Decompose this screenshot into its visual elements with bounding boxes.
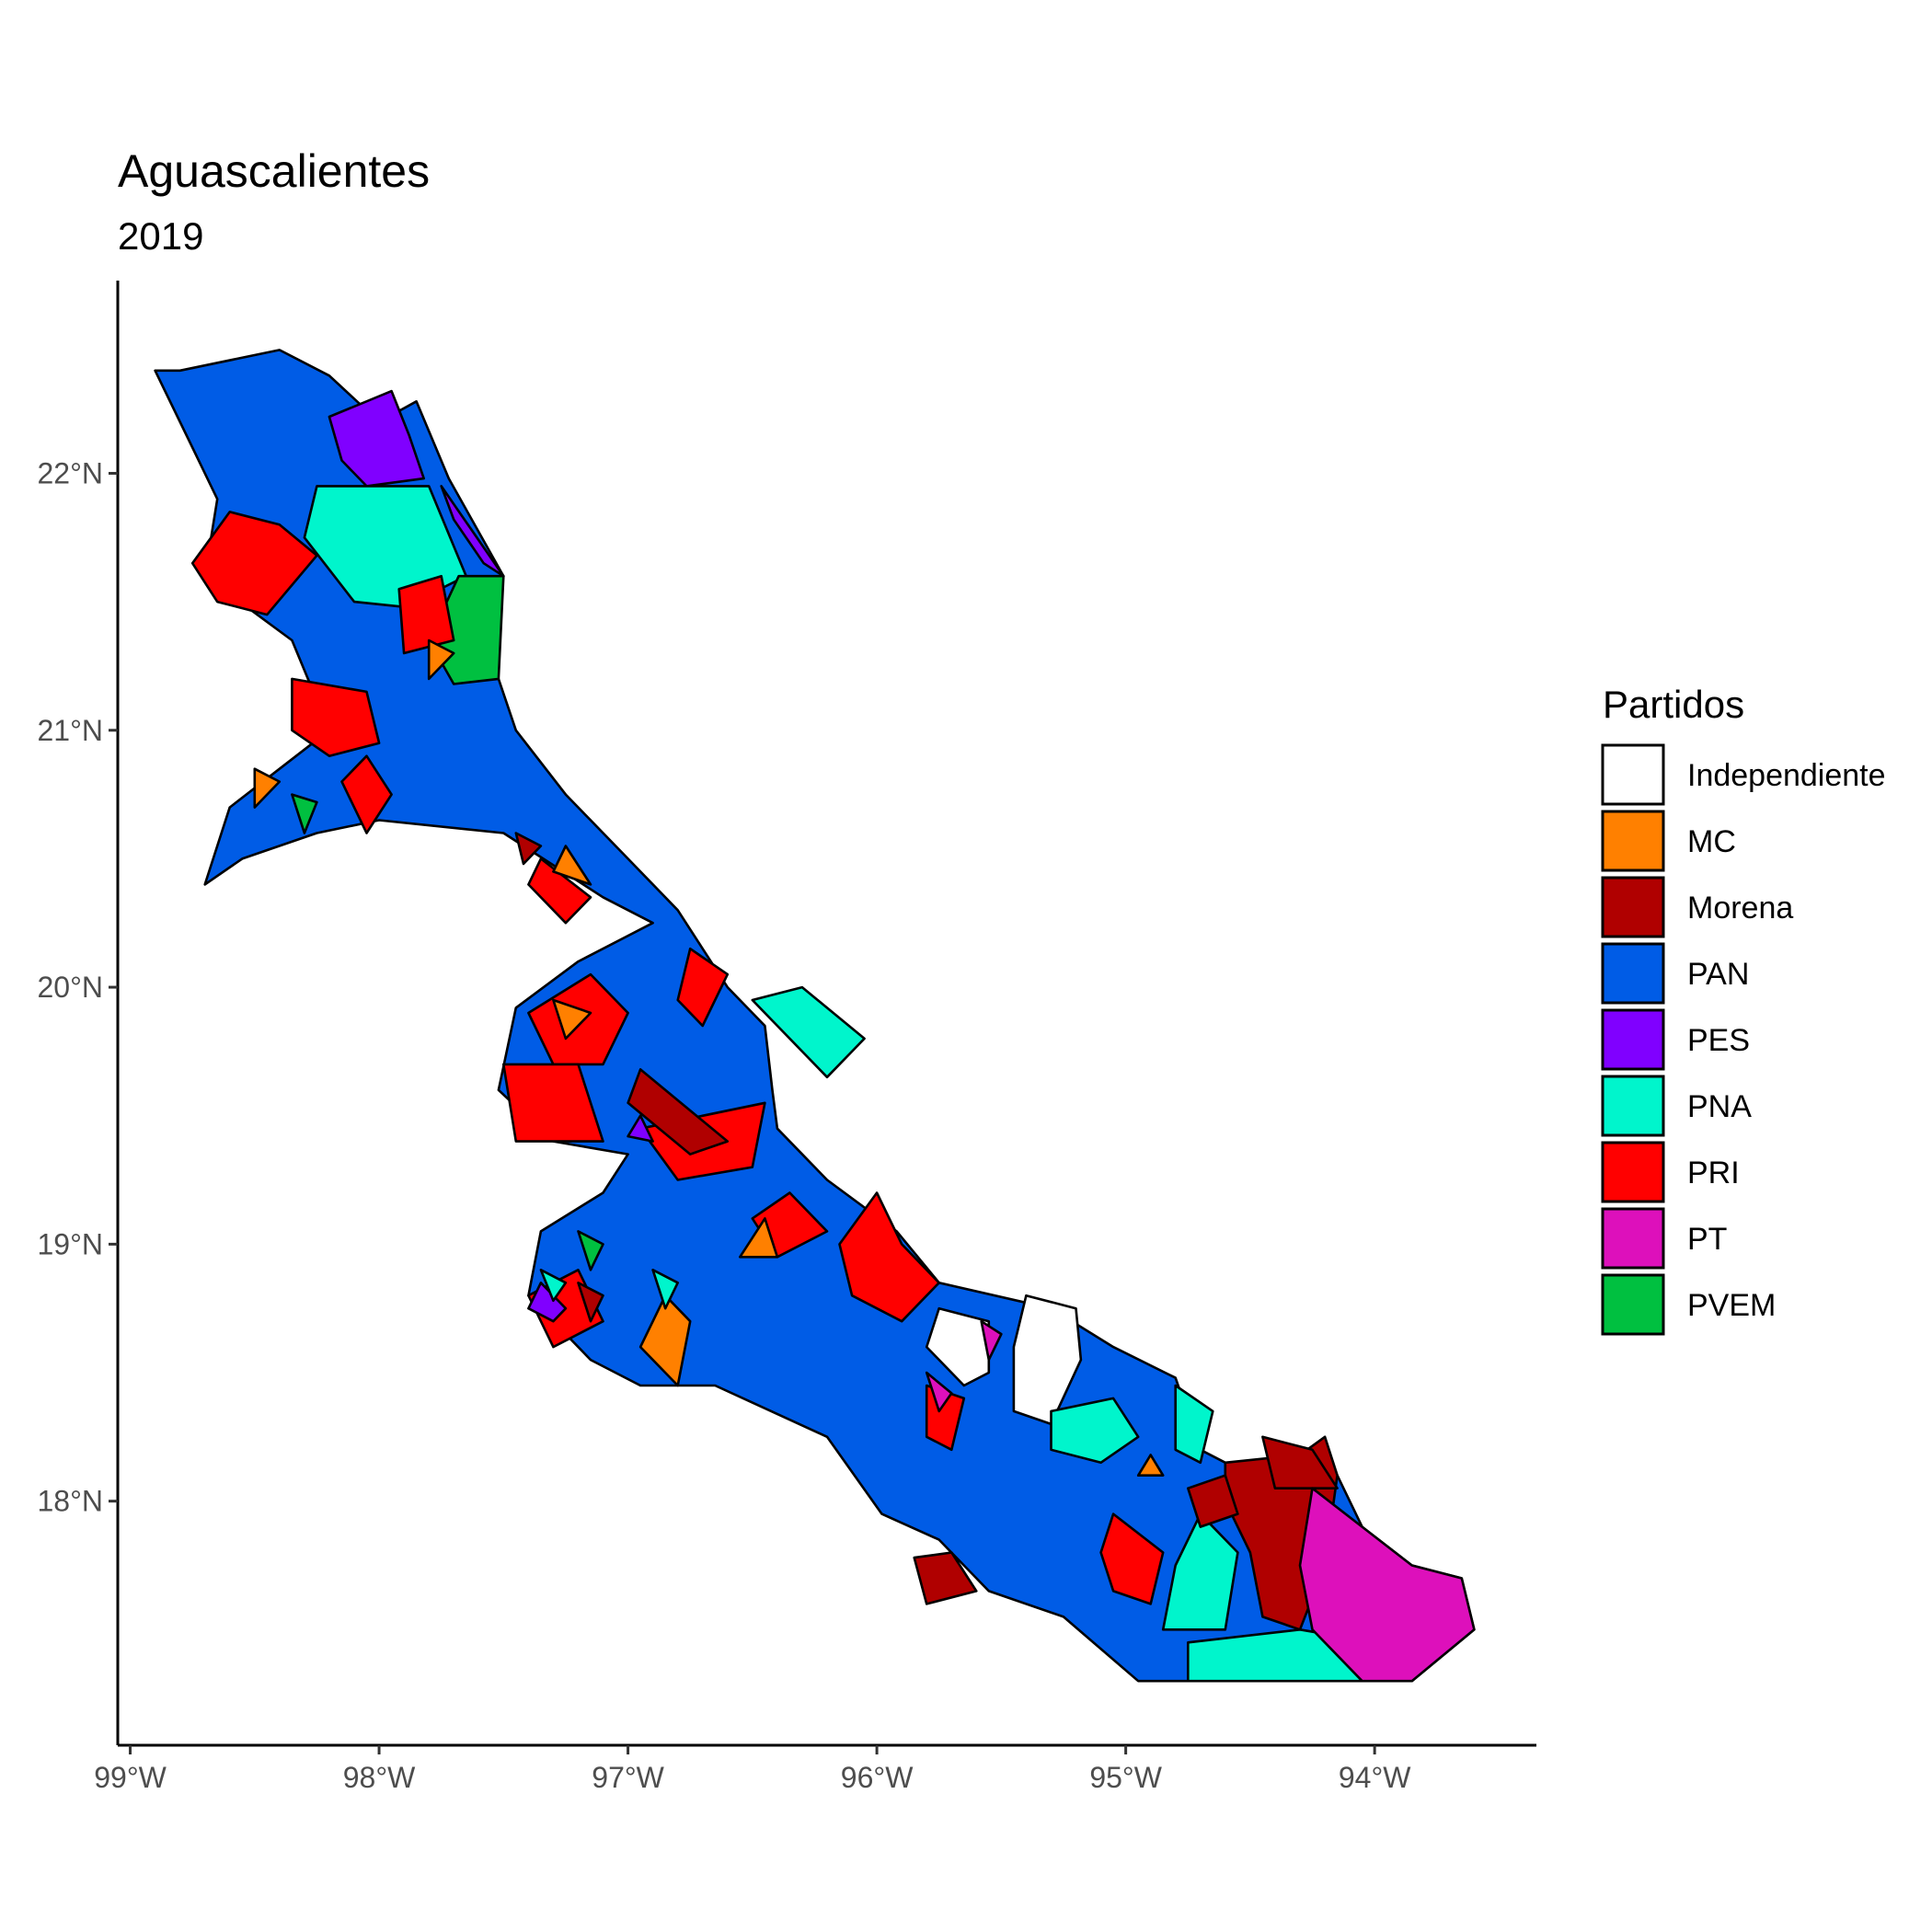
- region-pri-11: [676, 947, 730, 1028]
- chart-title: Aguascalientes: [118, 145, 430, 197]
- legend-key-pri: [1601, 1141, 1665, 1203]
- legend-key-pna: [1601, 1075, 1665, 1137]
- region-pri-5: [190, 511, 318, 616]
- legend-items: Independiente MC Morena PAN PES PNA PRI PT PVEM: [1601, 743, 1886, 1336]
- region-mc-40: [1136, 1454, 1165, 1477]
- region-mc-38: [427, 638, 455, 681]
- map-layer: [154, 349, 1476, 1683]
- x-tick-label: 96°W: [841, 1761, 914, 1794]
- region-pvem-42: [577, 1230, 604, 1271]
- region-morena-48: [514, 832, 543, 866]
- x-tick-label: 98°W: [343, 1761, 416, 1794]
- legend-key-pan: [1601, 942, 1665, 1005]
- region-mc-37: [253, 767, 282, 809]
- legend-label: Morena: [1687, 891, 1793, 926]
- region-pri-17: [1099, 1512, 1165, 1605]
- x-axis-ticks: 99°W 98°W 97°W 96°W 95°W 94°W: [94, 1745, 1411, 1794]
- region-morena-30: [627, 1068, 730, 1156]
- legend-key-pvem: [1601, 1273, 1665, 1336]
- legend-label: PVEM: [1687, 1288, 1776, 1323]
- region-pna-25: [751, 985, 866, 1079]
- legend-key-pt: [1601, 1207, 1665, 1270]
- y-tick-label: 21°N: [38, 714, 104, 747]
- region-pt-32: [925, 1371, 953, 1413]
- y-tick-label: 18°N: [38, 1485, 104, 1518]
- region-pna-45: [539, 1269, 568, 1303]
- region-pri-6: [291, 677, 381, 757]
- region-pes-2: [440, 485, 505, 578]
- x-tick-label: 95°W: [1089, 1761, 1162, 1794]
- legend-label: MC: [1687, 824, 1736, 859]
- legend-key-pes: [1601, 1008, 1665, 1071]
- legend: Partidos Independiente MC Morena PAN PES PNA P…: [1601, 683, 1886, 1336]
- region-mc-35: [739, 1217, 779, 1259]
- x-tick-label: 94°W: [1339, 1761, 1411, 1794]
- x-tick-label: 97°W: [592, 1761, 664, 1794]
- region-pt-31: [1298, 1487, 1476, 1683]
- region-pri-7: [397, 574, 455, 655]
- region-pt-33: [980, 1319, 1003, 1362]
- region-pes-1: [328, 389, 425, 488]
- legend-key-mc: [1601, 810, 1665, 872]
- region-morena-27: [1187, 1474, 1239, 1528]
- region-pes-43: [527, 1282, 568, 1323]
- x-tick-label: 99°W: [94, 1761, 167, 1794]
- legend-label: PAN: [1687, 957, 1749, 992]
- legend-label: PNA: [1687, 1089, 1752, 1124]
- region-pri-13: [838, 1191, 940, 1323]
- region-independiente-19: [925, 1306, 991, 1387]
- legend-label: PT: [1687, 1222, 1727, 1257]
- region-mc-36: [552, 845, 592, 886]
- region-morena-29: [913, 1551, 978, 1605]
- region-pri-14: [340, 754, 393, 834]
- region-pna-21: [1050, 1397, 1140, 1465]
- legend-key-independiente: [1601, 743, 1665, 806]
- legend-title: Partidos: [1603, 683, 1744, 726]
- region-pri-15: [527, 857, 592, 925]
- region-mc-39: [552, 998, 592, 1041]
- legend-label: PRI: [1687, 1156, 1740, 1190]
- region-morena-28: [1261, 1435, 1339, 1489]
- region-pna-46: [651, 1269, 679, 1310]
- legend-label: PES: [1687, 1023, 1750, 1058]
- legend-label: Independiente: [1687, 758, 1886, 793]
- region-morena-47: [577, 1282, 604, 1323]
- region-pes-44: [627, 1114, 654, 1143]
- region-pna-22: [1174, 1384, 1214, 1465]
- legend-key-morena: [1601, 876, 1665, 938]
- y-axis-ticks: 22°N 21°N 20°N 19°N 18°N: [38, 456, 118, 1518]
- region-pna-23: [1161, 1512, 1239, 1631]
- y-tick-label: 20°N: [38, 971, 104, 1004]
- region-pri-9: [502, 1063, 604, 1143]
- chart-subtitle: 2019: [118, 214, 203, 258]
- region-pvem-41: [291, 793, 318, 834]
- y-tick-label: 22°N: [38, 456, 104, 489]
- region-mc-34: [638, 1294, 692, 1387]
- y-tick-label: 19°N: [38, 1227, 104, 1260]
